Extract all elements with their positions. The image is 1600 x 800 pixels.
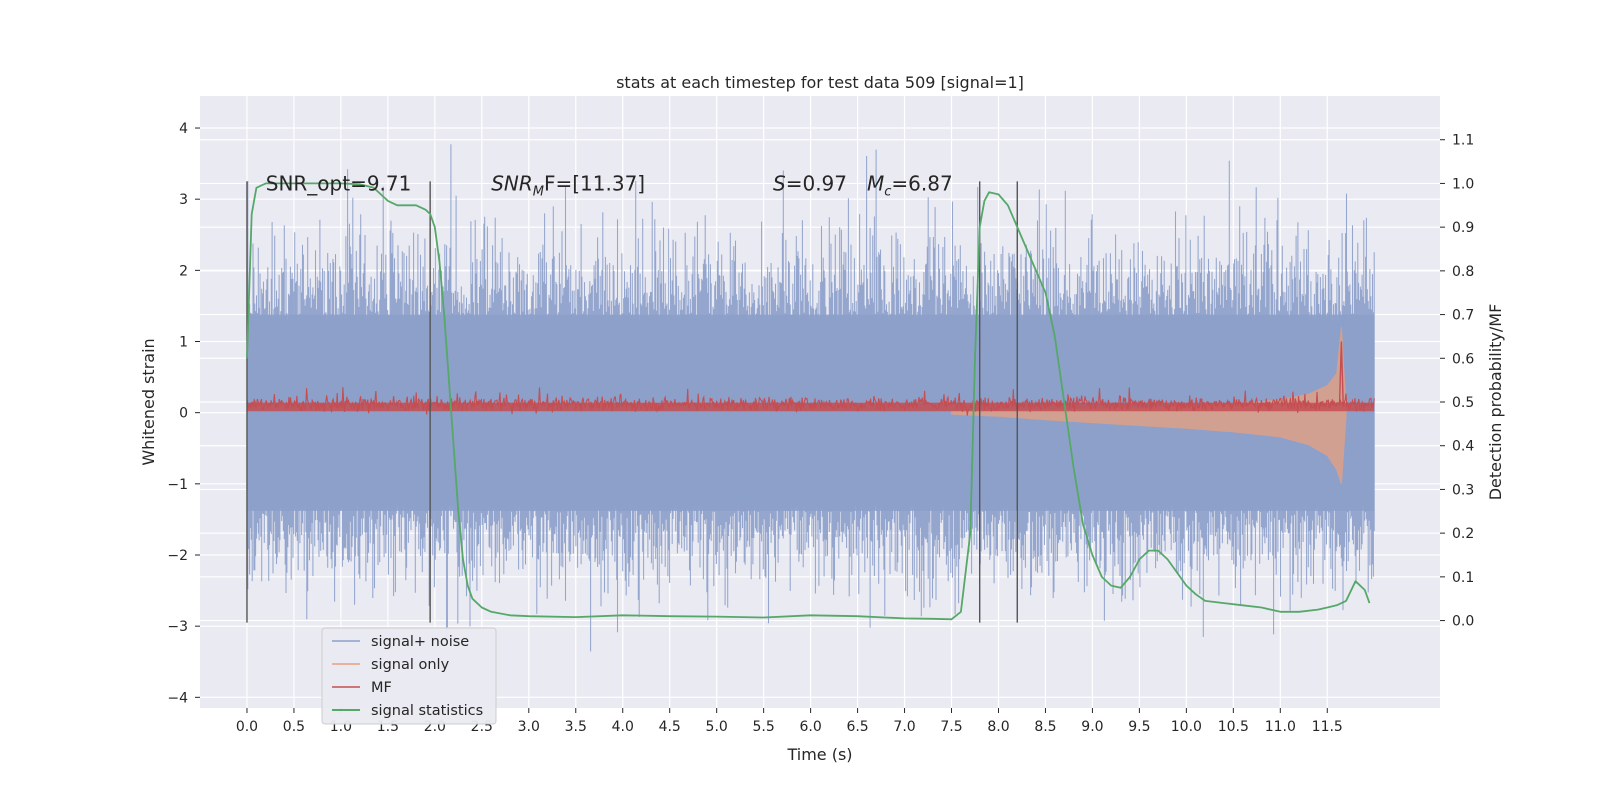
x-tick-label: 6.5 <box>846 719 868 735</box>
x-tick-label: 0.5 <box>283 719 305 735</box>
y-tick-label: 4 <box>179 121 188 137</box>
y2-tick-label: 1.0 <box>1452 176 1474 192</box>
y2-tick-label: 0.9 <box>1452 220 1474 236</box>
x-tick-label: 11.5 <box>1312 719 1343 735</box>
x-axis-ticks: 0.0 0.5 1.0 1.5 2.0 2.5 3.0 3.5 4.0 4.5 5.0 5.5 6.0 6… <box>236 708 1343 735</box>
mf-core <box>246 402 1375 412</box>
annotation-snr_mf: SNRMF=[11.37] <box>491 172 645 200</box>
y2-tick-label: 0.6 <box>1452 351 1474 367</box>
x-tick-label: 4.0 <box>612 719 634 735</box>
legend-box <box>321 627 497 725</box>
legend-label: signal+ noise <box>371 634 469 650</box>
x-tick-label: 3.0 <box>518 719 540 735</box>
x-tick-label: 10.5 <box>1218 719 1249 735</box>
series-signal-statistics <box>246 182 1371 621</box>
x-tick-label: 7.5 <box>940 719 962 735</box>
chart-title: stats at each timestep for test data 509… <box>616 73 1024 92</box>
annotation-snr_opt: SNR_opt=9.71 <box>266 172 412 196</box>
x-tick-label: 8.5 <box>1034 719 1056 735</box>
x-tick-label: 5.0 <box>706 719 728 735</box>
y2-axis-ticks: 1.1 1.0 0.9 0.8 0.7 0.6 0.5 0.4 0.3 0.2 0.1 0.0 <box>1440 133 1474 630</box>
x-tick-label: 9.0 <box>1081 719 1103 735</box>
y2-tick-label: 0.0 <box>1452 614 1474 630</box>
x-tick-label: 6.0 <box>799 719 821 735</box>
y-axis-ticks: 4 3 2 1 0 −1 −2 −3 −4 <box>167 121 200 706</box>
x-tick-label: 5.5 <box>753 719 775 735</box>
y2-tick-label: 0.3 <box>1452 482 1474 498</box>
series-mf <box>246 341 1375 416</box>
x-tick-label: 4.5 <box>659 719 681 735</box>
y2-tick-label: 0.1 <box>1452 570 1474 586</box>
y-tick-label: −2 <box>167 548 188 564</box>
x-tick-label: 9.5 <box>1128 719 1150 735</box>
annotation-mc: Mc=6.87 <box>867 172 953 200</box>
x-axis-label: Time (s) <box>786 745 852 764</box>
y-tick-label: −1 <box>167 477 188 493</box>
x-tick-label: 7.0 <box>893 719 915 735</box>
y2-tick-label: 0.5 <box>1452 395 1474 411</box>
y2-tick-label: 1.1 <box>1452 133 1474 149</box>
y-axis-label: Whitened strain <box>139 338 158 465</box>
y-tick-label: 1 <box>179 335 188 351</box>
y2-axis-label: Detection probability/MF <box>1486 304 1505 501</box>
x-tick-label: 8.0 <box>987 719 1009 735</box>
x-tick-label: 0.0 <box>236 719 258 735</box>
y-tick-label: −4 <box>167 690 188 706</box>
y2-tick-label: 0.4 <box>1452 439 1474 455</box>
y-tick-label: −3 <box>167 619 188 635</box>
signal-statistics-line <box>246 182 1371 621</box>
legend-label: signal statistics <box>371 703 483 719</box>
x-tick-label: 3.5 <box>565 719 587 735</box>
x-tick-label: 10.0 <box>1171 719 1202 735</box>
x-tick-label: 11.0 <box>1265 719 1296 735</box>
annotation-s: S=0.97 <box>773 172 847 196</box>
y2-tick-label: 0.7 <box>1452 308 1474 324</box>
y-tick-label: 2 <box>179 263 188 279</box>
y-tick-label: 0 <box>179 406 188 422</box>
y2-tick-label: 0.2 <box>1452 526 1474 542</box>
y-tick-label: 3 <box>179 192 188 208</box>
vertical-markers <box>246 181 1018 623</box>
annotations: SNR_opt=9.71 SNRMF=[11.37] S=0.97 Mc=6.87 <box>266 172 953 200</box>
y2-tick-label: 0.8 <box>1452 264 1474 280</box>
legend-label: signal only <box>371 657 450 673</box>
mf-peak <box>1338 341 1344 406</box>
legend-label: MF <box>371 680 392 696</box>
legend: signal+ noise signal only MF signal statist… <box>321 627 497 725</box>
